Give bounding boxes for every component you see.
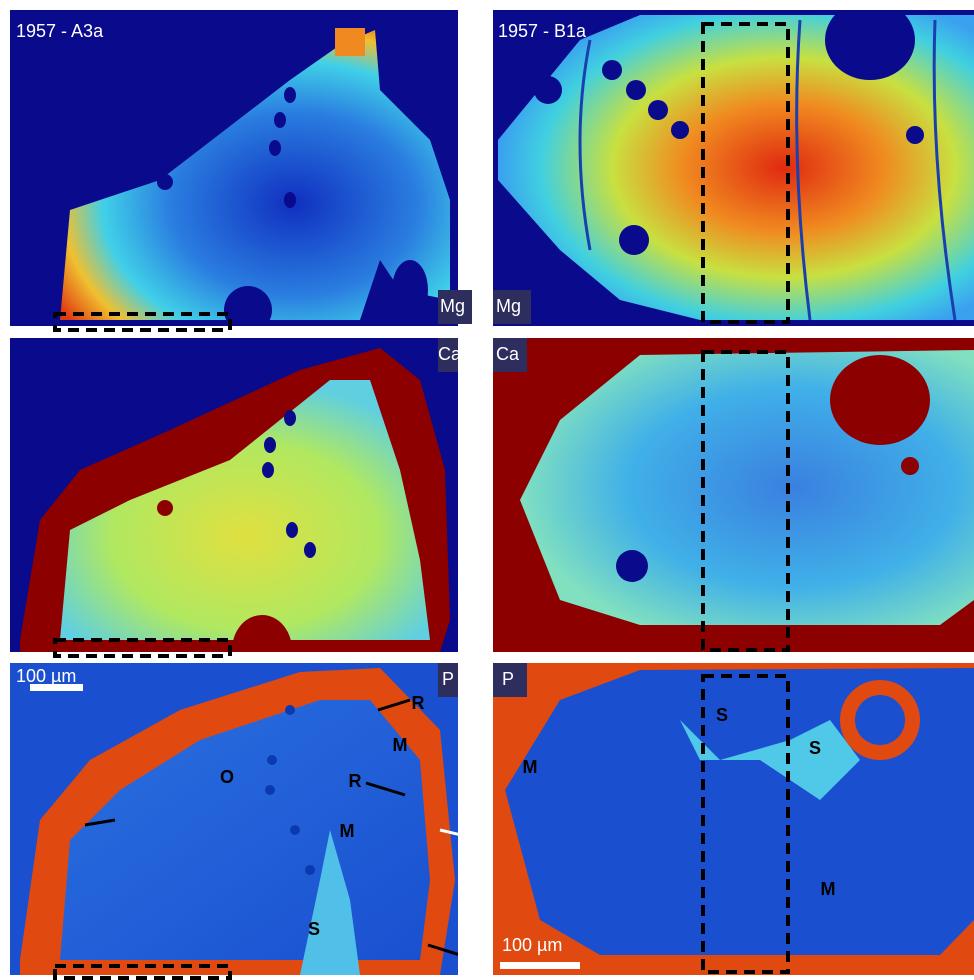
element-tag-bg [438, 338, 458, 372]
element-label: Mg [496, 296, 521, 316]
dashed-box [701, 674, 790, 974]
element-label: Ca [438, 344, 462, 364]
element-tag-bg [438, 290, 472, 324]
element-label: P [442, 669, 454, 689]
scale-bar-label: 100 µm [16, 666, 76, 686]
element-label: P [502, 669, 514, 689]
element-label: Mg [440, 296, 465, 316]
region-label: S [308, 919, 320, 939]
panel-ca-b1a [493, 338, 974, 652]
sample-label: 1957 - A3a [16, 21, 104, 41]
panel-mg-b1a [493, 10, 974, 326]
panel-mg-a3a [10, 10, 458, 326]
region-label: M [523, 757, 538, 777]
element-tag-bg [493, 290, 531, 324]
element-tag-bg [493, 338, 527, 372]
region-label: R [412, 693, 425, 713]
panel-p-b1a [493, 663, 974, 975]
dashed-box [701, 350, 790, 652]
region-label: R [349, 771, 362, 791]
region-label: S [809, 738, 821, 758]
region-label: O [220, 767, 234, 787]
panel-p-a3a [10, 663, 458, 975]
region-label: S [716, 705, 728, 725]
region-label: M [821, 879, 836, 899]
element-tag-bg [493, 663, 527, 697]
region-label: M [340, 821, 355, 841]
dashed-box [53, 638, 232, 658]
dashed-box [53, 312, 232, 332]
element-label: Ca [496, 344, 520, 364]
scale-bar-label: 100 µm [502, 935, 562, 955]
dashed-box [701, 22, 790, 324]
element-tag-bg [438, 663, 458, 697]
panel-ca-a3a [10, 338, 458, 652]
sample-label: 1957 - B1a [498, 21, 587, 41]
region-label: M [393, 735, 408, 755]
dashed-box [53, 964, 232, 980]
